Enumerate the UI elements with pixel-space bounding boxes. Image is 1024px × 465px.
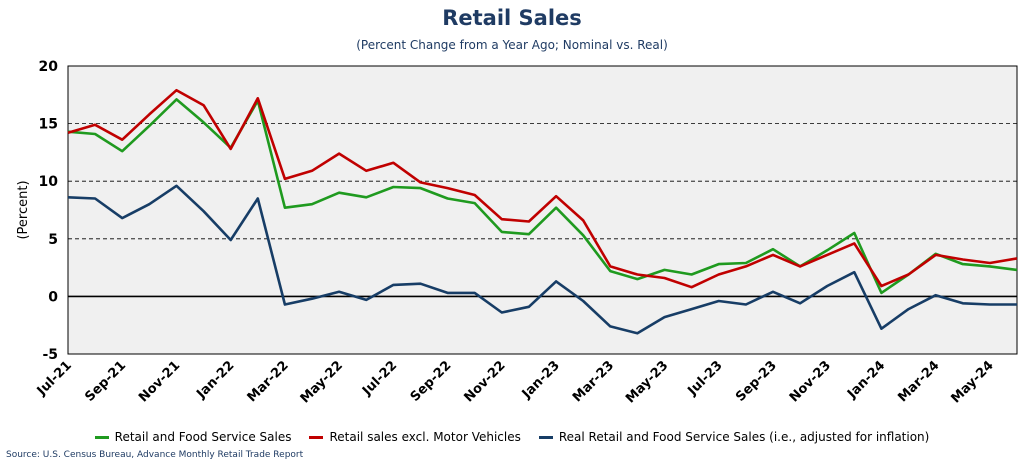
series-line-3 (67, 184, 1017, 335)
legend-item-1: Retail and Food Service Sales (94, 430, 292, 444)
y-axis-label: (Percent) (16, 180, 31, 239)
legend-item-2: Retail sales excl. Motor Vehicles (309, 430, 521, 444)
y-tick-label: 10 (39, 174, 59, 190)
x-tick-label: May-23 (623, 358, 671, 406)
x-tick-label: Jan-24 (844, 358, 888, 402)
x-tick-label: Jul-21 (34, 358, 75, 399)
x-tick-label: Jul-23 (685, 358, 726, 399)
legend-swatch (309, 436, 324, 439)
legend-label: Retail and Food Service Sales (114, 430, 292, 444)
y-tick-label: -5 (42, 347, 58, 363)
y-tick-label: 0 (48, 289, 58, 305)
y-tick-label: 20 (39, 59, 59, 75)
y-tick-label: 5 (48, 232, 58, 248)
chart-subtitle: (Percent Change from a Year Ago; Nominal… (356, 38, 668, 52)
series-line-2 (67, 88, 1018, 289)
legend-swatch (94, 436, 109, 439)
x-tick-label: Sep-23 (733, 358, 780, 405)
source-note: Source: U.S. Census Bureau, Advance Mont… (6, 450, 304, 460)
legend-item-3: Real Retail and Food Service Sales (i.e.… (538, 430, 930, 444)
x-tick-label: Mar-22 (245, 358, 292, 405)
x-tick-label: May-24 (948, 358, 996, 406)
x-tick-label: Jan-22 (193, 358, 237, 402)
x-tick-label: Sep-21 (82, 358, 129, 405)
legend-swatch (538, 436, 553, 439)
y-tick-label: 15 (39, 117, 58, 133)
legend: Retail and Food Service Sales Retail sale… (0, 430, 1024, 444)
legend-label: Retail sales excl. Motor Vehicles (329, 430, 521, 444)
x-tick-label: Sep-22 (408, 358, 455, 405)
x-tick-label: Mar-23 (570, 358, 617, 405)
legend-label: Real Retail and Food Service Sales (i.e.… (558, 430, 930, 444)
x-tick-label: Nov-22 (461, 358, 508, 405)
x-tick-label: Nov-21 (136, 358, 183, 405)
x-tick-label: Mar-24 (895, 358, 942, 405)
x-tick-label: Nov-23 (787, 358, 834, 405)
chart-title: Retail Sales (442, 6, 582, 30)
x-tick-label: Jan-23 (519, 358, 563, 402)
x-tick-label: Jul-22 (359, 358, 400, 399)
x-tick-label: May-22 (298, 358, 346, 406)
